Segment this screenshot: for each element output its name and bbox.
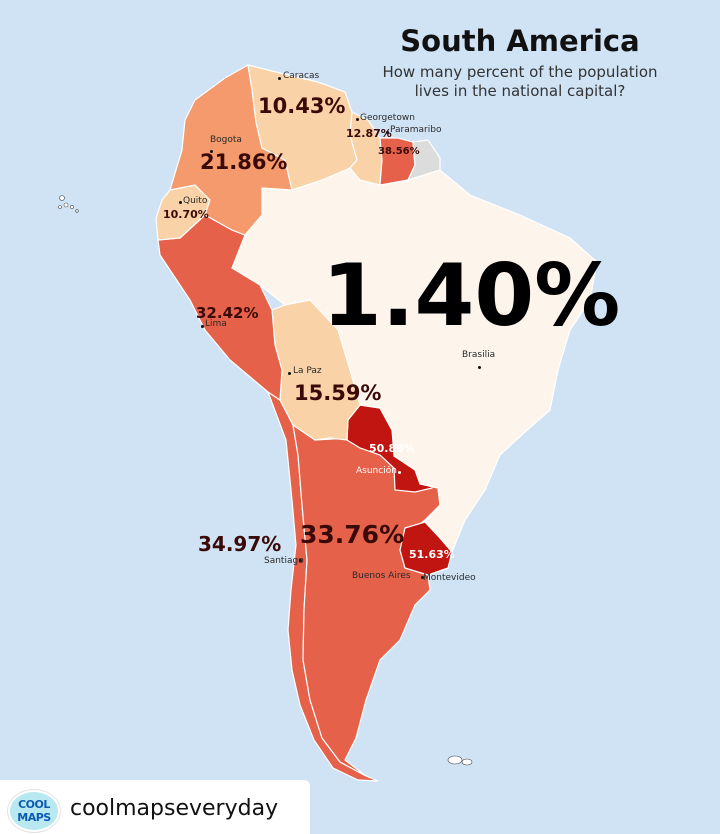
percent-label-colombia: 21.86% (200, 150, 288, 174)
capital-dot-lima (201, 325, 204, 328)
city-label-asuncion: Asunción (356, 466, 397, 476)
subtitle-line-2: lives in the national capital? (414, 82, 626, 100)
city-label-montevideo: Montevideo (423, 573, 476, 583)
galapagos-islands (58, 195, 79, 213)
capital-dot-montevideo (421, 576, 424, 579)
capital-dot-santiago (299, 559, 302, 562)
account-handle[interactable]: coolmapseveryday (70, 796, 279, 821)
logo-text-bottom: MAPS (17, 811, 51, 824)
map-subtitle: How many percent of the population lives… (370, 63, 670, 101)
percent-label-suriname: 38.56% (378, 146, 420, 157)
capital-dot-asuncion (398, 471, 401, 474)
city-label-georgetown: Georgetown (360, 113, 415, 123)
city-label-brasilia: Brasilia (462, 350, 496, 360)
percent-label-brazil: 1.40% (322, 246, 621, 346)
percent-label-uruguay: 51.63% (409, 548, 455, 561)
capital-dot-caracas (278, 77, 281, 80)
city-label-lima: Lima (205, 319, 227, 329)
country-guyana[interactable] (349, 111, 383, 186)
city-label-la-paz: La Paz (293, 366, 322, 376)
percent-label-argentina: 33.76% (300, 520, 405, 549)
subtitle-line-1: How many percent of the population (382, 63, 658, 81)
city-label-santiago: Santiago (264, 556, 304, 566)
percent-label-chile: 34.97% (198, 532, 282, 556)
city-label-paramaribo: Paramaribo (390, 125, 442, 135)
percent-label-ecuador: 10.70% (163, 208, 209, 221)
city-label-bogota: Bogota (210, 135, 242, 145)
percent-label-guyana: 12.87% (346, 127, 392, 140)
city-label-buenos-aires: Buenos Aires (352, 571, 411, 581)
percent-label-venezuela: 10.43% (258, 94, 346, 118)
cool-maps-logo[interactable]: COOL MAPS (8, 790, 60, 832)
capital-dot-brasilia (478, 366, 481, 369)
percent-label-peru: 32.42% (196, 304, 259, 322)
city-label-caracas: Caracas (283, 71, 320, 81)
percent-label-bolivia: 15.59% (294, 381, 382, 405)
capital-dot-paramaribo (386, 131, 389, 134)
capital-dot-georgetown (356, 118, 359, 121)
capital-dot-bogota (210, 150, 213, 153)
falkland-islands (447, 755, 473, 766)
city-label-quito: Quito (183, 196, 208, 206)
percent-label-paraguay: 50.88% (369, 442, 415, 455)
logo-text-top: COOL (18, 798, 50, 811)
capital-dot-quito (179, 201, 182, 204)
country-french-guiana[interactable] (406, 139, 441, 181)
map-title: South America (400, 24, 640, 58)
capital-dot-la-paz (288, 372, 291, 375)
